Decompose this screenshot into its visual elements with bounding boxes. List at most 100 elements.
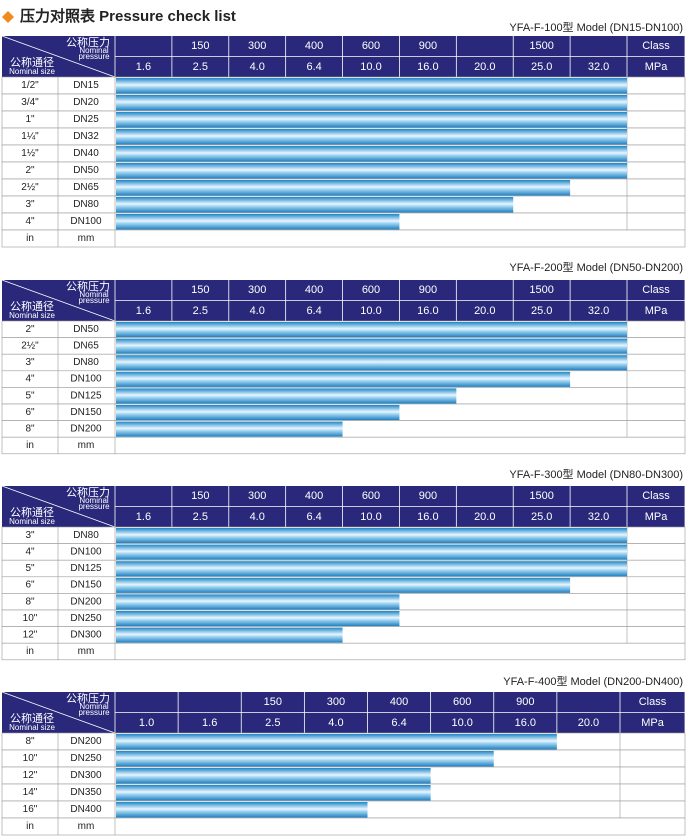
- pressure-bar: [116, 611, 400, 627]
- mpa-label: 16.0: [515, 717, 536, 729]
- size-cell: 1": [25, 114, 35, 125]
- dn-cell: DN20: [73, 97, 99, 108]
- dn-cell: DN50: [73, 165, 99, 176]
- size-cell: 3/4": [21, 97, 39, 108]
- class-unit: Class: [639, 696, 667, 708]
- dn-cell: DN100: [70, 374, 102, 385]
- dn-cell: DN125: [70, 390, 102, 401]
- model-label: YFA-F-100型 Model (DN15-DN100): [509, 20, 683, 34]
- unit-mm: mm: [78, 233, 95, 244]
- pressure-bar: [116, 338, 627, 354]
- size-cell: 3": [25, 199, 35, 210]
- pressure-label-en: pressure: [78, 502, 110, 511]
- class-label: 300: [327, 696, 345, 708]
- size-cell: 5": [25, 390, 35, 401]
- mpa-label: 1.6: [136, 305, 151, 317]
- pressure-label-en: pressure: [78, 296, 110, 305]
- dn-cell: DN250: [70, 613, 102, 624]
- size-label-en: Nominal size: [9, 67, 55, 76]
- pressure-label: 公称压力: [66, 35, 110, 49]
- header-diagonal: [1, 485, 116, 528]
- mpa-label: 20.0: [578, 717, 599, 729]
- dn-cell: DN125: [70, 563, 102, 574]
- mpa-label: 10.0: [360, 305, 381, 317]
- size-label-en: Nominal size: [9, 311, 55, 320]
- mpa-unit: MPa: [641, 717, 665, 729]
- mpa-label: 16.0: [417, 61, 438, 73]
- class-label: 900: [516, 696, 534, 708]
- pressure-bar: [116, 544, 627, 560]
- dn-cell: DN250: [70, 753, 102, 764]
- dn-cell: DN100: [70, 547, 102, 558]
- size-label: 公称通径: [10, 711, 54, 725]
- pressure-label: 公称压力: [66, 691, 110, 705]
- dn-cell: DN50: [73, 324, 99, 335]
- size-cell: 1¼": [21, 130, 39, 142]
- class-label: 600: [362, 490, 380, 502]
- mpa-label: 16.0: [417, 305, 438, 317]
- mpa-label: 4.0: [250, 61, 265, 73]
- size-cell: 12": [23, 630, 38, 641]
- class-unit: Class: [642, 40, 670, 52]
- size-cell: 3": [25, 357, 35, 368]
- pressure-bar: [116, 785, 431, 801]
- pressure-label: 公称压力: [66, 279, 110, 293]
- class-label: 600: [453, 696, 471, 708]
- class-label: 400: [305, 490, 323, 502]
- unit-in: in: [26, 440, 34, 451]
- dn-cell: DN15: [73, 80, 99, 91]
- pressure-label-en: pressure: [78, 52, 110, 61]
- pressure-bar: [116, 355, 627, 371]
- dn-cell: DN40: [73, 148, 99, 159]
- mpa-label: 4.0: [328, 717, 343, 729]
- pressure-bar: [116, 180, 571, 196]
- mpa-label: 2.5: [193, 511, 208, 523]
- size-cell: 16": [23, 804, 38, 815]
- row-cell: [1, 436, 686, 455]
- dn-cell: DN200: [70, 736, 102, 747]
- size-cell: 6": [25, 580, 35, 591]
- unit-in: in: [26, 646, 34, 657]
- pressure-bar: [116, 561, 627, 577]
- pressure-label-en: Nominal: [79, 496, 109, 505]
- pressure-bar: [116, 78, 627, 94]
- dn-cell: DN25: [73, 114, 99, 125]
- unit-in: in: [26, 233, 34, 244]
- title-icon: [2, 11, 14, 23]
- pressure-bar: [116, 322, 627, 338]
- row-cell: [1, 420, 686, 438]
- mpa-unit: MPa: [645, 305, 669, 317]
- pressure-bar: [116, 95, 627, 111]
- size-cell: 4": [25, 547, 35, 558]
- dn-cell: DN100: [70, 216, 102, 227]
- header-diagonal: [1, 691, 116, 734]
- dn-cell: DN200: [70, 424, 102, 435]
- model-label: YFA-F-400型 Model (DN200-DN400): [503, 674, 683, 688]
- class-label: 300: [248, 284, 266, 296]
- pressure-bar: [116, 214, 400, 230]
- mpa-label: 1.0: [139, 717, 154, 729]
- size-cell: 1½": [21, 148, 39, 159]
- class-label: 900: [419, 490, 437, 502]
- mpa-label: 32.0: [588, 305, 609, 317]
- size-cell: 2½": [21, 182, 39, 193]
- unit-mm: mm: [78, 440, 95, 451]
- pressure-bar: [116, 146, 627, 162]
- pressure-bar: [116, 197, 514, 213]
- mpa-label: 20.0: [474, 305, 495, 317]
- mpa-label: 10.0: [360, 511, 381, 523]
- mpa-label: 6.4: [306, 61, 321, 73]
- dn-cell: DN150: [70, 580, 102, 591]
- class-label: 150: [191, 284, 209, 296]
- dn-cell: DN400: [70, 804, 102, 815]
- mpa-label: 32.0: [588, 511, 609, 523]
- unit-mm: mm: [78, 646, 95, 657]
- mpa-label: 25.0: [531, 305, 552, 317]
- class-unit: Class: [642, 490, 670, 502]
- mpa-label: 2.5: [265, 717, 280, 729]
- size-cell: 2½": [21, 341, 39, 352]
- class-label: 150: [191, 40, 209, 52]
- size-cell: 3": [25, 530, 35, 541]
- pressure-bar: [116, 371, 571, 387]
